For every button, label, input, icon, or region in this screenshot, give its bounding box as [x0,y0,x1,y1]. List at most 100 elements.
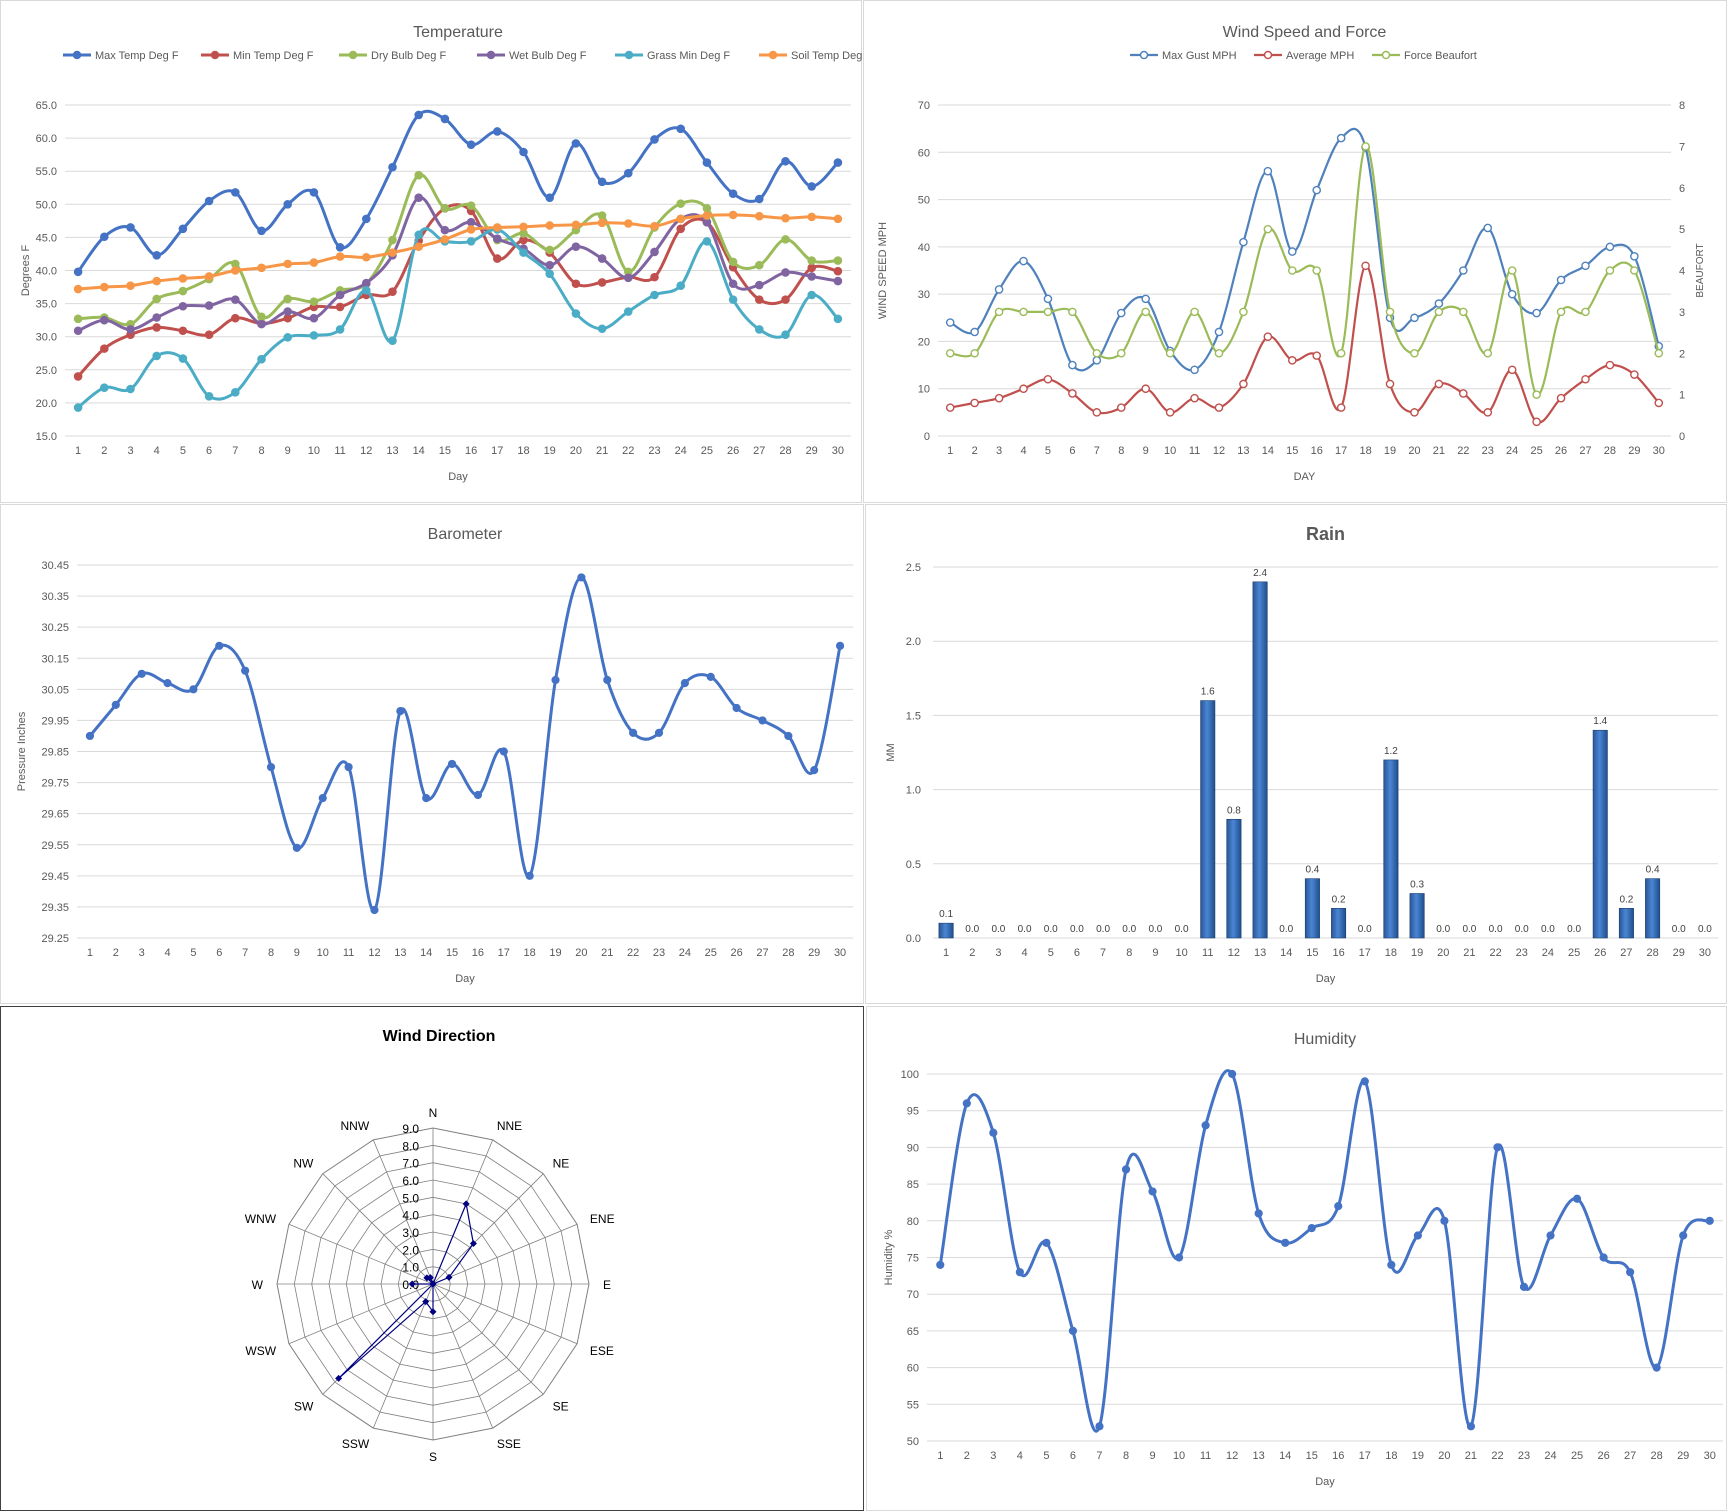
y2-tick-label: 5 [1679,224,1685,236]
series-line [77,227,840,409]
x-tick-label: 13 [1253,1450,1265,1462]
data-point [1019,307,1028,317]
x-tick-label: 15 [439,445,451,457]
data-point [230,313,240,323]
data-point [807,256,817,265]
data-point [807,263,817,273]
data-point [283,294,293,304]
data-point [1572,1194,1582,1203]
temperature-chart-panel: Temperature 15.0 20.0 25.0 30.0 35.0 40.0 45.0 5… [0,0,863,503]
x-tick-label: 6 [1074,947,1080,959]
data-point [152,351,161,361]
data-point [204,196,214,206]
data-label: 0.8 [1227,805,1241,816]
data-label: 1.2 [1384,746,1398,757]
x-tick-label: 9 [1143,445,1149,457]
data-label: 0.0 [1070,924,1084,935]
data-point [1385,307,1395,317]
x-tick-label: 7 [1094,445,1100,457]
data-point [732,703,741,713]
data-point [152,276,161,286]
data-point [466,201,476,210]
data-point [1092,356,1102,365]
data-point [396,706,405,716]
x-tick-label: 17 [491,445,503,457]
data-point [571,139,581,148]
data-point [551,675,560,685]
data-label: 0.0 [1096,924,1110,935]
y-tick-label: 80 [907,1216,919,1228]
data-point [370,905,379,915]
x-tick-label: 9 [285,445,291,457]
data-point [1605,360,1615,370]
y-tick-label: 55 [907,1399,919,1411]
data-label: 1.4 [1593,716,1607,727]
x-tick-label: 20 [570,445,582,457]
data-point [781,213,790,223]
data-point [1336,133,1346,143]
x-tick-label: 28 [1651,1450,1663,1462]
y-axis-label: Pressure Inches [16,711,28,791]
x-tick-label: 5 [1045,445,1051,457]
data-point [1287,356,1297,365]
x-tick-label: 8 [1118,445,1124,457]
data-label: 0.0 [1541,924,1555,935]
y-tick-label: 95 [907,1106,919,1118]
y-tick-label: 30.25 [41,622,69,634]
data-point [1043,294,1053,304]
direction-label: WSW [245,1344,276,1358]
x-tick-label: 11 [1202,947,1213,959]
y-tick-label: 2.5 [906,562,921,574]
y-tick-label: 55.0 [36,166,57,178]
x-tick-label: 26 [1555,445,1567,457]
y-tick-label: 60.0 [36,133,57,145]
direction-label: S [429,1450,437,1464]
y-tick-label: 75 [907,1253,919,1265]
x-tick-label: 13 [1237,445,1249,457]
x-tick-label: 26 [1597,1450,1609,1462]
x-tick-label: 9 [1149,1450,1155,1462]
data-point [1493,1143,1502,1152]
chart-title: Temperature [413,24,503,41]
x-tick-label: 16 [472,947,484,959]
radar-spoke [432,1283,578,1345]
x-tick-label: 22 [1489,947,1501,959]
data-point [266,762,276,772]
data-point [73,403,83,412]
y-axis-label: Degrees F [20,245,32,297]
data-point [422,794,431,803]
rain-chart-panel: Rain 0.0 0.5 1.0 1.5 2.0 2.5 0.1 1 0.0 2 0.0 3 0.0 4 0.… [865,504,1727,1004]
y-tick-label: 30.35 [41,591,69,603]
data-point [545,221,555,230]
y-tick-label: 29.45 [41,871,69,883]
x-tick-label: 19 [1384,445,1396,457]
x-tick-label: 11 [1200,1450,1211,1462]
data-point [152,323,161,332]
x-tick-label: 24 [1542,947,1554,959]
legend-marker [72,50,82,60]
data-point [1519,1282,1529,1291]
y-tick-label: 50.0 [36,199,57,211]
data-point [1239,307,1248,317]
radar-spoke [372,1283,434,1429]
rain-bar [1226,818,1242,939]
y-tick-label: 70 [918,100,930,112]
x-tick-label: 10 [1173,1450,1185,1462]
series-line [950,145,1660,396]
x-tick-label: 17 [1359,947,1371,959]
data-point [1019,384,1028,394]
data-point [781,295,790,304]
x-tick-label: 12 [360,445,372,457]
data-point [728,279,738,289]
data-label: 0.0 [991,924,1005,935]
radial-tick-label: 6.0 [402,1174,419,1188]
data-point [100,232,109,242]
data-point [833,266,843,276]
data-point [414,230,424,240]
data-point [1507,266,1517,275]
data-point [545,260,555,270]
rain-bar [1592,729,1608,939]
data-point [1312,185,1322,195]
data-point [519,222,528,232]
data-label: 0.0 [1358,924,1372,935]
